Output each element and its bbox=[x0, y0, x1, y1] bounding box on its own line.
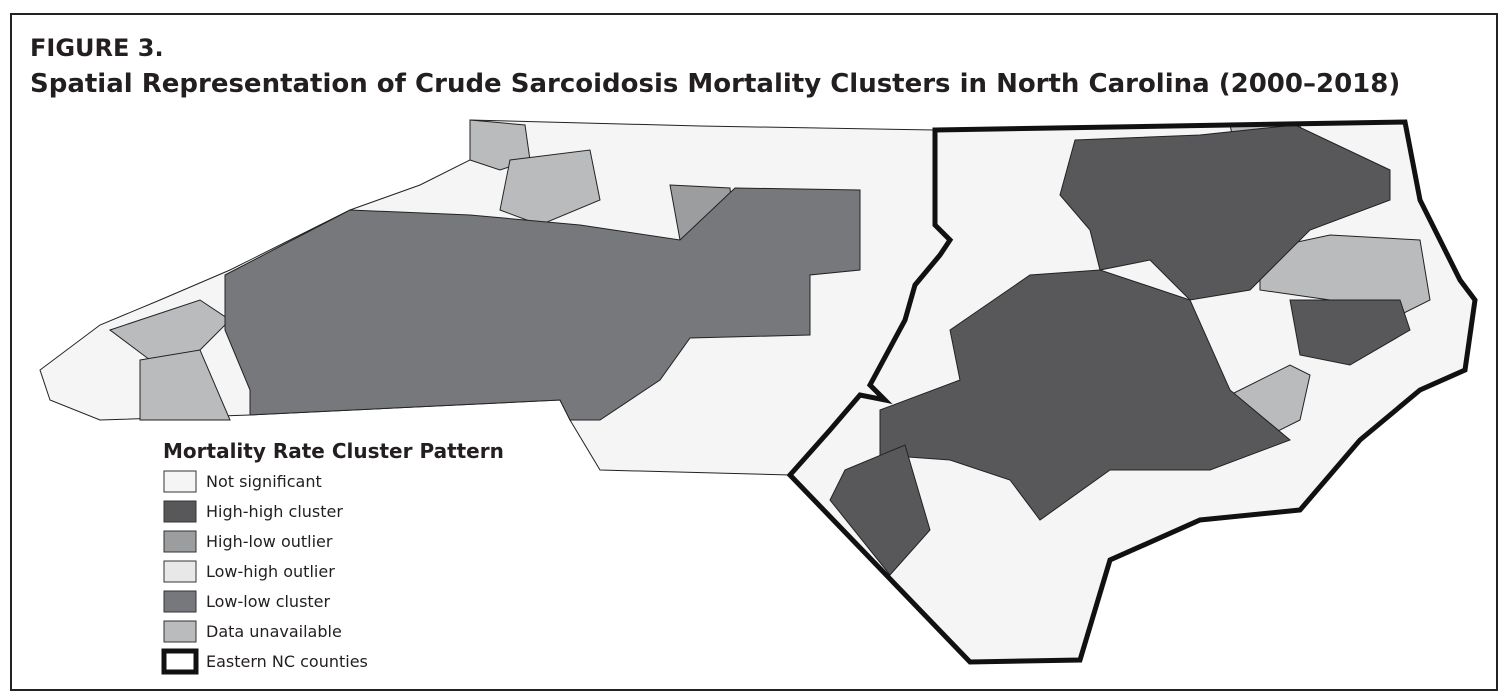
legend-label: Eastern NC counties bbox=[206, 652, 368, 671]
county bbox=[1289, 299, 1411, 366]
legend-swatch bbox=[163, 590, 197, 613]
county bbox=[139, 349, 231, 421]
map bbox=[39, 119, 1478, 665]
legend-swatch bbox=[163, 470, 197, 493]
legend: Not significant High-high cluster High-low… bbox=[161, 470, 368, 675]
county bbox=[1259, 234, 1431, 316]
legend-swatch bbox=[163, 500, 197, 523]
county bbox=[499, 149, 601, 226]
county bbox=[224, 187, 861, 421]
eastern-nc-outline bbox=[786, 119, 1478, 665]
legend-swatch bbox=[161, 648, 199, 675]
figure-label: FIGURE 3. bbox=[30, 34, 164, 62]
legend-swatch bbox=[163, 530, 197, 553]
legend-label: High-low outlier bbox=[206, 532, 333, 551]
county bbox=[108, 299, 231, 361]
figure-title: Spatial Representation of Crude Sarcoido… bbox=[30, 69, 1400, 99]
legend-label: Low-low cluster bbox=[206, 592, 331, 611]
legend-swatch bbox=[163, 620, 197, 643]
legend-label: Data unavailable bbox=[206, 622, 342, 641]
legend-swatch bbox=[163, 560, 197, 583]
county bbox=[879, 269, 1291, 521]
legend-label: High-high cluster bbox=[206, 502, 343, 521]
legend-label: Low-high outlier bbox=[206, 562, 335, 581]
county bbox=[829, 444, 931, 576]
legend-label: Not significant bbox=[206, 472, 322, 491]
legend-title: Mortality Rate Cluster Pattern bbox=[163, 439, 504, 463]
